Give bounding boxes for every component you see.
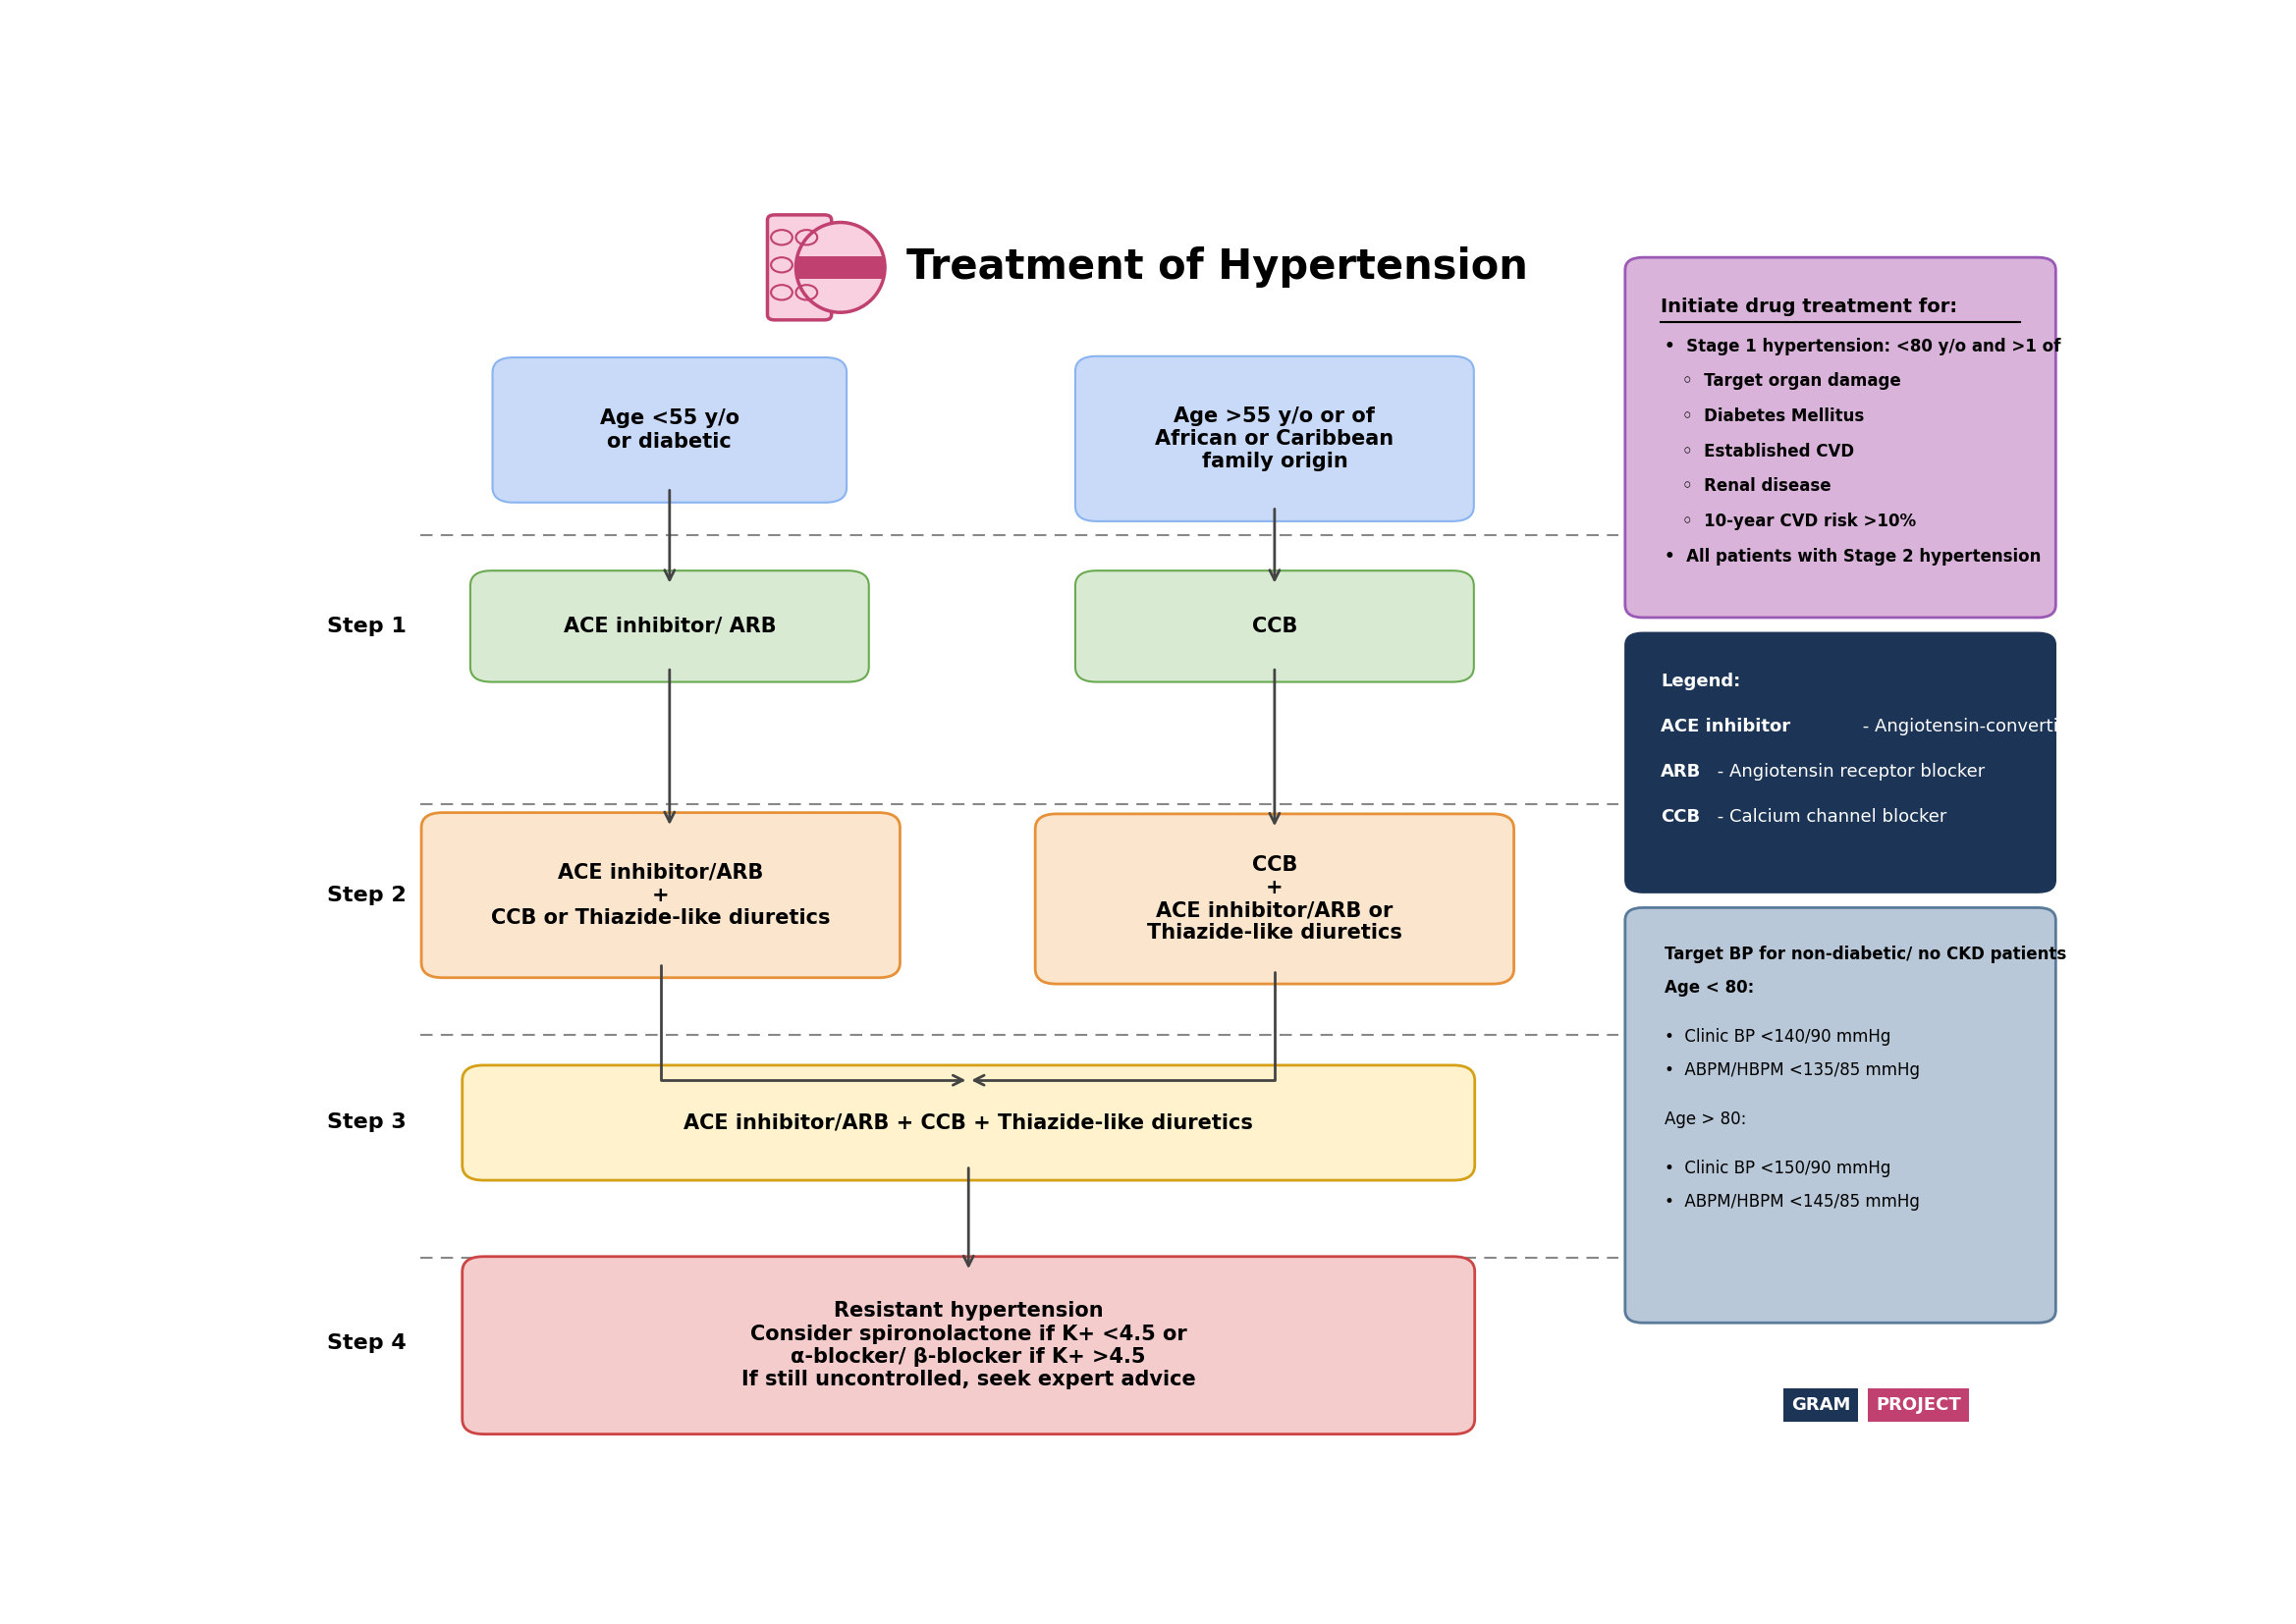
Text: Legend:: Legend: [1660, 672, 1740, 690]
Text: Target BP for non-diabetic/ no CKD patients: Target BP for non-diabetic/ no CKD patie… [1665, 945, 2066, 963]
Text: CCB
+
ACE inhibitor/ARB or
Thiazide-like diuretics: CCB + ACE inhibitor/ARB or Thiazide-like… [1148, 854, 1403, 944]
Text: •  All patients with Stage 2 hypertension: • All patients with Stage 2 hypertension [1665, 547, 2041, 565]
Text: ACE inhibitor/ARB + CCB + Thiazide-like diuretics: ACE inhibitor/ARB + CCB + Thiazide-like … [684, 1112, 1254, 1132]
FancyBboxPatch shape [461, 1257, 1474, 1434]
Text: GRAM: GRAM [1791, 1397, 1851, 1415]
Text: ◦  Renal disease: ◦ Renal disease [1683, 477, 1830, 495]
Text: Step 1: Step 1 [328, 617, 406, 637]
Text: •  Clinic BP <140/90 mmHg: • Clinic BP <140/90 mmHg [1665, 1028, 1890, 1046]
FancyBboxPatch shape [767, 214, 831, 320]
FancyBboxPatch shape [1075, 356, 1474, 521]
Text: CCB: CCB [1660, 807, 1699, 825]
Text: - Calcium channel blocker: - Calcium channel blocker [1711, 807, 1947, 825]
Text: - Angiotensin-converting enzyme inhibitor: - Angiotensin-converting enzyme inhibito… [1857, 718, 2236, 736]
FancyBboxPatch shape [422, 812, 900, 978]
Text: ACE inhibitor/ ARB: ACE inhibitor/ ARB [563, 617, 776, 637]
Text: Age >55 y/o or of
African or Caribbean
family origin: Age >55 y/o or of African or Caribbean f… [1155, 406, 1394, 471]
Text: Age < 80:: Age < 80: [1665, 979, 1754, 997]
FancyBboxPatch shape [471, 570, 868, 682]
Text: •  ABPM/HBPM <135/85 mmHg: • ABPM/HBPM <135/85 mmHg [1665, 1062, 1919, 1080]
Text: •  Clinic BP <150/90 mmHg: • Clinic BP <150/90 mmHg [1665, 1160, 1890, 1177]
FancyBboxPatch shape [1626, 908, 2055, 1324]
Text: Step 2: Step 2 [328, 885, 406, 905]
Text: - Angiotensin receptor blocker: - Angiotensin receptor blocker [1711, 763, 1984, 780]
Text: ◦  Established CVD: ◦ Established CVD [1683, 442, 1855, 460]
FancyBboxPatch shape [1626, 257, 2055, 617]
Text: ACE inhibitor: ACE inhibitor [1660, 718, 1791, 736]
Text: ◦  10-year CVD risk >10%: ◦ 10-year CVD risk >10% [1683, 513, 1915, 529]
FancyBboxPatch shape [1626, 633, 2055, 893]
Text: Treatment of Hypertension: Treatment of Hypertension [907, 247, 1527, 287]
Bar [797, 257, 884, 279]
Ellipse shape [797, 222, 884, 312]
Text: ARB: ARB [1660, 763, 1701, 780]
Text: •  ABPM/HBPM <145/85 mmHg: • ABPM/HBPM <145/85 mmHg [1665, 1194, 1919, 1212]
Text: CCB: CCB [1251, 617, 1297, 637]
Text: ◦  Target organ damage: ◦ Target organ damage [1683, 372, 1901, 390]
Text: Age > 80:: Age > 80: [1665, 1111, 1747, 1129]
Text: Step 4: Step 4 [328, 1333, 406, 1353]
FancyBboxPatch shape [1075, 570, 1474, 682]
Text: ◦  Diabetes Mellitus: ◦ Diabetes Mellitus [1683, 408, 1864, 425]
Text: Initiate drug treatment for:: Initiate drug treatment for: [1660, 297, 1958, 317]
Text: PROJECT: PROJECT [1876, 1397, 1961, 1415]
Text: Age <55 y/o
or diabetic: Age <55 y/o or diabetic [599, 409, 739, 451]
Text: Resistant hypertension
Consider spironolactone if K+ <4.5 or
α-blocker/ β-blocke: Resistant hypertension Consider spironol… [742, 1301, 1196, 1389]
FancyBboxPatch shape [494, 357, 847, 502]
Text: Step 3: Step 3 [328, 1112, 406, 1132]
Text: ACE inhibitor/ARB
+
CCB or Thiazide-like diuretics: ACE inhibitor/ARB + CCB or Thiazide-like… [491, 862, 831, 927]
FancyBboxPatch shape [1035, 814, 1513, 984]
Text: •  Stage 1 hypertension: <80 y/o and >1 of: • Stage 1 hypertension: <80 y/o and >1 o… [1665, 338, 2060, 356]
FancyBboxPatch shape [461, 1065, 1474, 1181]
